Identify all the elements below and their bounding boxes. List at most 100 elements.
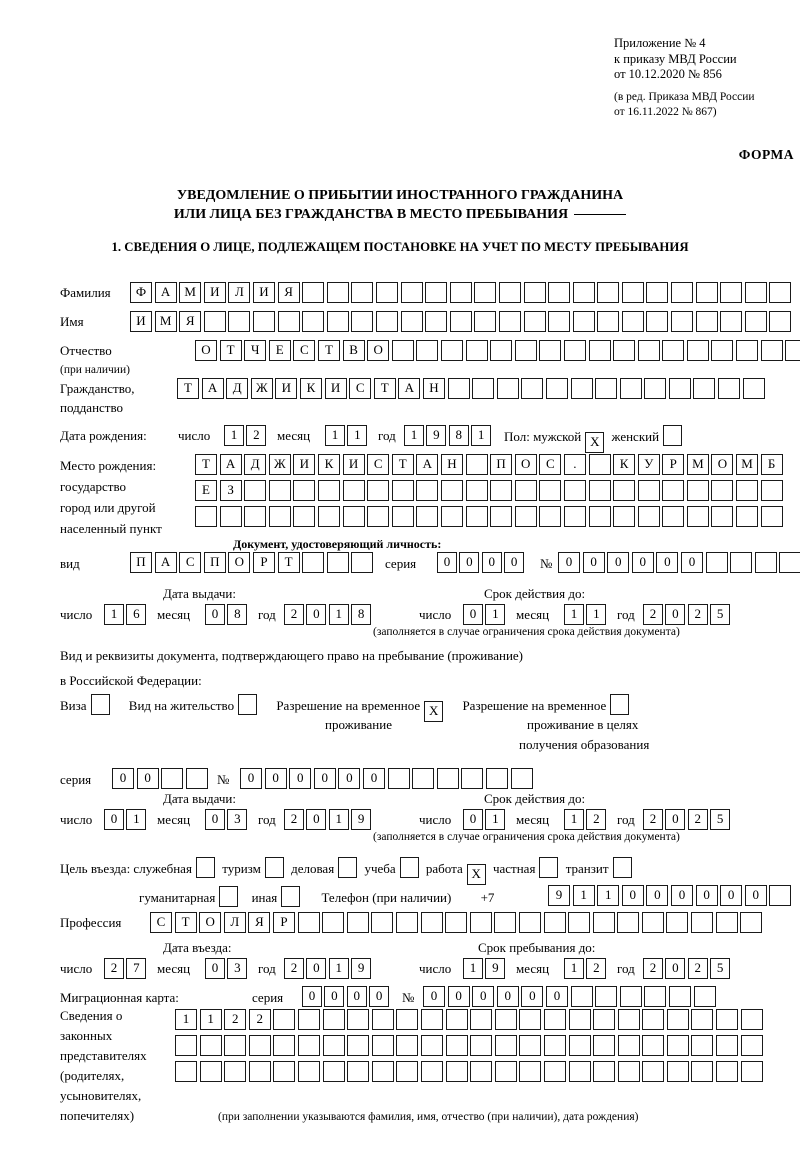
- char-cell[interactable]: 5: [710, 809, 731, 830]
- char-cell[interactable]: В: [342, 340, 365, 361]
- char-cell[interactable]: [494, 912, 517, 933]
- char-cell[interactable]: [711, 480, 734, 501]
- char-cell[interactable]: [465, 454, 488, 475]
- char-cell[interactable]: 0: [665, 809, 686, 830]
- char-cell[interactable]: [195, 506, 217, 527]
- char-cell[interactable]: [570, 378, 593, 399]
- char-cell[interactable]: 0: [582, 552, 605, 573]
- char-cell[interactable]: [351, 282, 374, 303]
- char-cell[interactable]: [754, 552, 777, 573]
- char-cell[interactable]: С: [367, 454, 390, 475]
- char-cell[interactable]: [523, 311, 546, 332]
- char-cell[interactable]: 9: [548, 885, 570, 906]
- legal-rep-input-line-3[interactable]: [175, 1061, 763, 1082]
- char-cell[interactable]: [302, 552, 325, 573]
- char-cell[interactable]: [219, 506, 242, 527]
- char-cell[interactable]: [391, 340, 414, 361]
- char-cell[interactable]: [730, 552, 753, 573]
- char-cell[interactable]: [666, 1035, 689, 1056]
- char-cell[interactable]: [342, 480, 365, 501]
- char-cell[interactable]: 2: [104, 958, 124, 979]
- char-cell[interactable]: 2: [284, 604, 304, 625]
- char-cell[interactable]: [494, 1009, 517, 1030]
- char-cell[interactable]: 0: [306, 958, 327, 979]
- char-cell[interactable]: [351, 311, 374, 332]
- char-cell[interactable]: [268, 480, 291, 501]
- char-cell[interactable]: [420, 1009, 443, 1030]
- char-cell[interactable]: С: [150, 912, 172, 933]
- char-cell[interactable]: [740, 1035, 763, 1056]
- char-cell[interactable]: К: [317, 454, 340, 475]
- char-cell[interactable]: [666, 912, 689, 933]
- char-cell[interactable]: 2: [246, 425, 267, 446]
- char-cell[interactable]: 1: [224, 425, 244, 446]
- char-cell[interactable]: 0: [665, 604, 686, 625]
- char-cell[interactable]: [273, 1061, 296, 1082]
- char-cell[interactable]: 1: [328, 809, 349, 830]
- char-cell[interactable]: [416, 506, 439, 527]
- char-cell[interactable]: И: [342, 454, 365, 475]
- purpose-tourism-checkbox[interactable]: [264, 857, 284, 878]
- char-cell[interactable]: [510, 768, 533, 789]
- char-cell[interactable]: 1: [485, 809, 506, 830]
- char-cell[interactable]: [715, 912, 738, 933]
- char-cell[interactable]: [322, 1009, 345, 1030]
- char-cell[interactable]: [617, 1061, 640, 1082]
- char-cell[interactable]: [666, 1061, 689, 1082]
- char-cell[interactable]: [199, 1035, 222, 1056]
- char-cell[interactable]: [744, 282, 767, 303]
- char-cell[interactable]: С: [293, 340, 316, 361]
- char-cell[interactable]: [686, 506, 709, 527]
- char-cell[interactable]: [400, 311, 423, 332]
- char-cell[interactable]: [387, 768, 410, 789]
- char-cell[interactable]: 2: [643, 958, 663, 979]
- purpose-transit-checkbox[interactable]: [612, 857, 632, 878]
- char-cell[interactable]: Ж: [268, 454, 291, 475]
- char-cell[interactable]: [498, 311, 521, 332]
- char-cell[interactable]: [695, 311, 718, 332]
- char-cell[interactable]: 1: [471, 425, 492, 446]
- char-cell[interactable]: [375, 282, 398, 303]
- char-cell[interactable]: [740, 1061, 763, 1082]
- char-cell[interactable]: И: [252, 282, 275, 303]
- char-cell[interactable]: [760, 480, 783, 501]
- char-cell[interactable]: [396, 1035, 419, 1056]
- char-cell[interactable]: 0: [313, 768, 336, 789]
- char-cell[interactable]: [342, 506, 365, 527]
- char-cell[interactable]: [539, 340, 562, 361]
- char-cell[interactable]: Т: [317, 340, 340, 361]
- char-cell[interactable]: [613, 480, 636, 501]
- char-cell[interactable]: 0: [362, 768, 385, 789]
- char-cell[interactable]: [779, 552, 800, 573]
- purpose-other-checkbox[interactable]: [281, 886, 301, 907]
- char-cell[interactable]: Д: [226, 378, 249, 399]
- char-cell[interactable]: З: [219, 480, 242, 501]
- char-cell[interactable]: [642, 1061, 665, 1082]
- char-cell[interactable]: 0: [656, 552, 679, 573]
- char-cell[interactable]: [619, 986, 642, 1007]
- char-cell[interactable]: [465, 506, 488, 527]
- char-cell[interactable]: [588, 340, 611, 361]
- char-cell[interactable]: [277, 311, 300, 332]
- char-cell[interactable]: Л: [228, 282, 251, 303]
- char-cell[interactable]: Я: [277, 282, 300, 303]
- char-cell[interactable]: [736, 506, 759, 527]
- char-cell[interactable]: [742, 378, 765, 399]
- char-cell[interactable]: 1: [564, 958, 584, 979]
- char-cell[interactable]: С: [179, 552, 202, 573]
- char-cell[interactable]: 0: [205, 958, 225, 979]
- char-cell[interactable]: [545, 378, 568, 399]
- char-cell[interactable]: 0: [447, 986, 470, 1007]
- char-cell[interactable]: [695, 282, 718, 303]
- char-cell[interactable]: [371, 1009, 394, 1030]
- char-cell[interactable]: 0: [423, 986, 445, 1007]
- char-cell[interactable]: [391, 506, 414, 527]
